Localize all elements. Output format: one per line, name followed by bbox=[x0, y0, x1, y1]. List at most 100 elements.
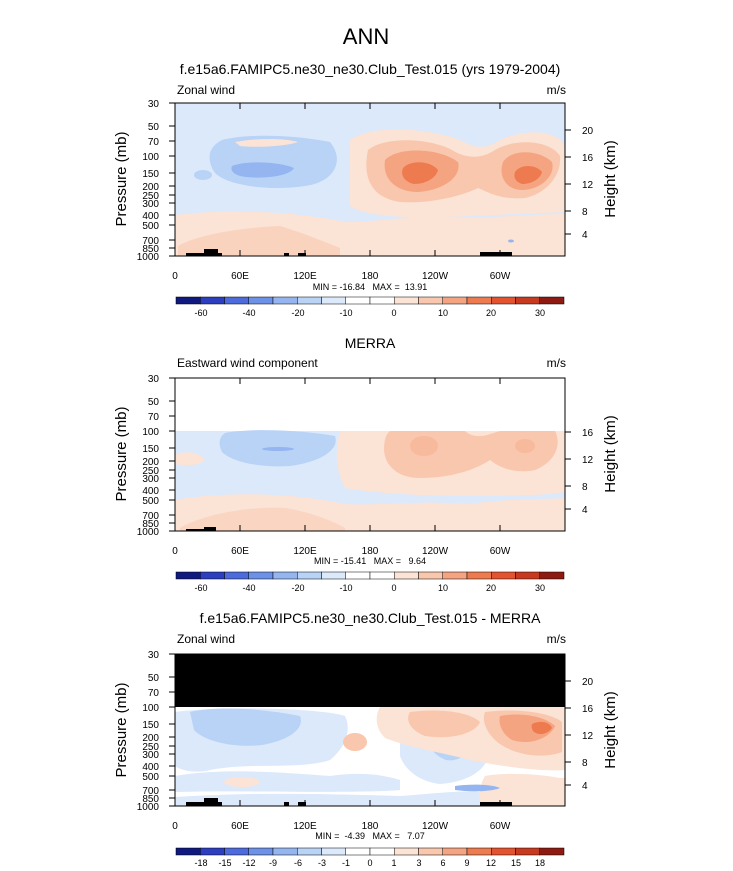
xtick-label: 0 bbox=[172, 271, 178, 282]
y2tick-label: 16 bbox=[582, 153, 594, 164]
ylabel: Pressure (mb) bbox=[113, 131, 130, 226]
xtick-marks bbox=[174, 103, 501, 256]
ytick-label: 850 bbox=[142, 244, 159, 255]
colorbar-swatch bbox=[272, 847, 298, 856]
colorbar-swatch bbox=[248, 571, 274, 580]
ytick-label: 150 bbox=[142, 444, 159, 455]
ytick-label: 200 bbox=[142, 733, 159, 744]
ytick-label: 100 bbox=[142, 152, 159, 163]
ytick-label: 30 bbox=[148, 99, 160, 110]
ytick-label: 400 bbox=[142, 486, 159, 497]
colorbar-swatch bbox=[200, 571, 225, 580]
y2tick-label: 8 bbox=[582, 207, 588, 218]
min-max-stats: MIN = -4.39 MAX = 7.07 bbox=[315, 831, 425, 841]
ytick-label: 150 bbox=[142, 720, 159, 731]
y2tick-label: 20 bbox=[582, 126, 594, 137]
colorbar-swatch bbox=[321, 296, 346, 305]
ytick-label: 400 bbox=[142, 211, 159, 222]
colorbar-label: 0 bbox=[391, 583, 396, 593]
colorbar-swatch bbox=[539, 847, 565, 856]
xtick-label: 120W bbox=[422, 821, 449, 832]
ytick-label: 70 bbox=[148, 412, 160, 423]
longitude-axis: 0 60E 120E 180 120W 60W bbox=[172, 103, 511, 282]
colorbar-label: -10 bbox=[339, 308, 352, 318]
colorbar-swatch bbox=[418, 847, 443, 856]
colorbar-swatch bbox=[272, 571, 298, 580]
y2tick-label: 16 bbox=[582, 704, 594, 715]
ytick-label: 150 bbox=[142, 169, 159, 180]
panel-left-label: Zonal wind bbox=[177, 83, 235, 97]
colorbar-label: -12 bbox=[242, 858, 255, 868]
colorbar-swatch bbox=[491, 296, 516, 305]
y2tick-label: 20 bbox=[582, 677, 594, 688]
colorbar-swatch bbox=[200, 847, 225, 856]
colorbar-swatch bbox=[297, 296, 322, 305]
panel-title: f.e15a6.FAMIPC5.ne30_ne30.Club_Test.015 … bbox=[180, 61, 561, 77]
colorbar-swatch bbox=[345, 296, 371, 305]
xtick-label: 0 bbox=[172, 546, 178, 557]
colorbar: -18 -15 -12 -9 -6 -3 -1 0 1 3 6 9 12 15 … bbox=[175, 847, 565, 868]
ytick-marks bbox=[169, 102, 175, 257]
colorbar-swatch bbox=[297, 847, 322, 856]
topography bbox=[186, 527, 216, 531]
plot-area bbox=[175, 103, 565, 256]
colorbar-label: -1 bbox=[342, 858, 350, 868]
colorbar-label: -20 bbox=[291, 308, 304, 318]
colorbar-swatch bbox=[442, 847, 468, 856]
y2label: Height (km) bbox=[602, 140, 619, 218]
xtick-label: 60E bbox=[231, 821, 249, 832]
colorbar-swatch bbox=[466, 847, 492, 856]
panel-units: m/s bbox=[547, 83, 566, 97]
y2label: Height (km) bbox=[602, 691, 619, 769]
colorbar-label: 15 bbox=[511, 858, 521, 868]
y2tick-label: 12 bbox=[582, 180, 594, 191]
colorbar-label: 20 bbox=[486, 583, 496, 593]
colorbar-swatches bbox=[175, 847, 565, 856]
ytick-label: 30 bbox=[148, 650, 160, 661]
y2tick-marks bbox=[565, 680, 571, 786]
y2tick-label: 4 bbox=[582, 230, 588, 241]
colorbar-label: -20 bbox=[291, 583, 304, 593]
colorbar-swatch bbox=[491, 571, 516, 580]
colorbar-swatch bbox=[369, 571, 395, 580]
y2tick-label: 8 bbox=[582, 758, 588, 769]
ytick-label: 1000 bbox=[137, 527, 160, 538]
plot-area bbox=[175, 430, 565, 531]
pressure-axis: 30 50 70 100 150 200 250 300 400 500 700… bbox=[113, 99, 175, 263]
height-axis: 20 16 12 8 4 Height (km) bbox=[565, 677, 619, 792]
ytick-label: 1000 bbox=[137, 802, 160, 813]
ytick-label: 700 bbox=[142, 786, 159, 797]
colorbar-label: -9 bbox=[269, 858, 277, 868]
colorbar-swatch bbox=[224, 296, 249, 305]
ytick-label: 30 bbox=[148, 374, 160, 385]
panel-merra: MERRA Eastward wind component m/s 30 50 … bbox=[113, 335, 619, 593]
ytick-label: 300 bbox=[142, 750, 159, 761]
colorbar-label: 30 bbox=[535, 308, 545, 318]
colorbar-swatch bbox=[394, 571, 419, 580]
colorbar-swatch bbox=[272, 296, 298, 305]
colorbar-swatch bbox=[515, 847, 540, 856]
colorbar-label: 1 bbox=[391, 858, 396, 868]
colorbar-swatch bbox=[515, 296, 540, 305]
colorbar-label: 10 bbox=[438, 308, 448, 318]
ytick-label: 500 bbox=[142, 221, 159, 232]
xtick-label: 120E bbox=[293, 271, 317, 282]
colorbar-swatch bbox=[175, 847, 201, 856]
colorbar-label: -60 bbox=[194, 308, 207, 318]
colorbar-label: -10 bbox=[339, 583, 352, 593]
ytick-label: 100 bbox=[142, 703, 159, 714]
colorbar-swatch bbox=[539, 296, 565, 305]
ytick-label: 850 bbox=[142, 519, 159, 530]
colorbar-swatch bbox=[224, 847, 249, 856]
colorbar-swatch bbox=[418, 571, 443, 580]
colorbar-swatch bbox=[321, 571, 346, 580]
pressure-axis: 30 50 70 100 150 200 250 300 400 500 700… bbox=[113, 374, 175, 538]
ytick-label: 250 bbox=[142, 466, 159, 477]
ytick-label: 400 bbox=[142, 762, 159, 773]
panel-model: f.e15a6.FAMIPC5.ne30_ne30.Club_Test.015 … bbox=[113, 61, 619, 318]
ytick-label: 500 bbox=[142, 496, 159, 507]
colorbar-label: 12 bbox=[486, 858, 496, 868]
ytick-label: 50 bbox=[148, 673, 160, 684]
colorbar-swatch bbox=[491, 847, 516, 856]
colorbar-label: 6 bbox=[440, 858, 445, 868]
